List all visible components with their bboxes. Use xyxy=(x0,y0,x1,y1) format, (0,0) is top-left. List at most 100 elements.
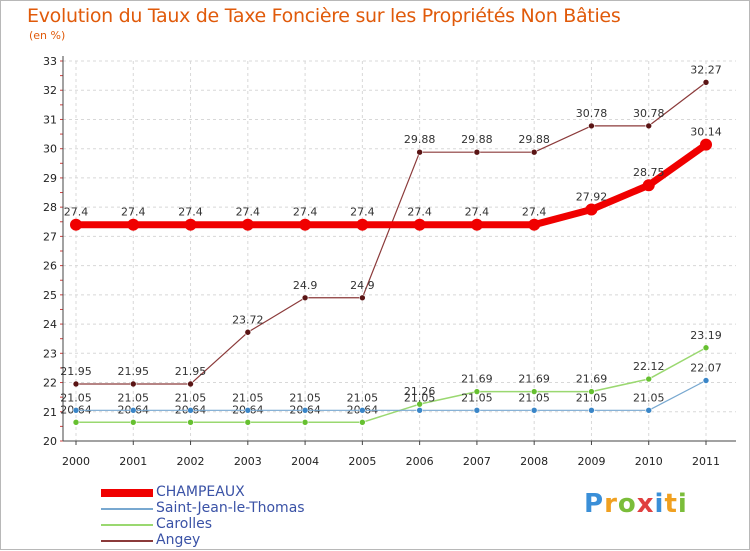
y-tick-label: 25 xyxy=(43,289,57,302)
data-point xyxy=(72,407,80,414)
data-label: 27.4 xyxy=(350,206,375,219)
x-tick-label: 2001 xyxy=(119,455,147,468)
y-tick-label: 20 xyxy=(43,435,57,448)
data-label: 29.88 xyxy=(518,133,550,146)
data-point xyxy=(588,388,595,395)
data-point xyxy=(359,294,366,302)
data-point xyxy=(129,407,137,414)
x-tick-label: 2000 xyxy=(62,455,90,468)
data-label: 21.95 xyxy=(175,365,207,378)
data-label: 22.12 xyxy=(633,360,665,373)
data-point xyxy=(129,418,137,426)
y-tick-label: 26 xyxy=(43,260,57,273)
logo-letter: t xyxy=(664,489,678,519)
data-point xyxy=(530,388,538,395)
legend-swatch xyxy=(101,508,153,510)
x-tick-label: 2011 xyxy=(692,455,720,468)
data-point xyxy=(299,218,312,231)
data-label: 30.78 xyxy=(633,107,665,120)
data-label: 21.05 xyxy=(347,391,379,404)
y-tick-label: 22 xyxy=(43,377,57,390)
x-tick-label: 2005 xyxy=(348,455,376,468)
data-label: 27.4 xyxy=(522,206,547,219)
y-tick-label: 31 xyxy=(43,113,57,126)
data-label: 29.88 xyxy=(461,133,493,146)
x-tick-label: 2009 xyxy=(577,455,605,468)
data-point xyxy=(184,218,197,231)
data-point xyxy=(588,407,595,414)
data-point xyxy=(241,218,254,231)
data-label: 27.4 xyxy=(236,206,261,219)
legend-swatch xyxy=(101,489,153,497)
logo-letter: i xyxy=(677,489,688,519)
data-point xyxy=(301,418,309,426)
data-point xyxy=(702,79,710,86)
data-label: 27.4 xyxy=(293,206,318,219)
x-tick-label: 2010 xyxy=(635,455,663,468)
data-point xyxy=(244,407,252,414)
data-point xyxy=(72,418,80,426)
data-point xyxy=(72,380,80,388)
logo-letter: o xyxy=(617,489,637,519)
data-point xyxy=(301,407,309,414)
data-label: 21.05 xyxy=(175,391,207,404)
series-line-angey xyxy=(75,81,707,385)
data-point xyxy=(588,122,595,130)
data-point xyxy=(244,418,252,426)
data-point xyxy=(645,407,653,414)
data-point xyxy=(702,377,710,384)
data-point xyxy=(187,407,194,414)
legend-label: Saint-Jean-le-Thomas xyxy=(156,500,305,516)
data-point xyxy=(702,344,710,352)
data-point xyxy=(244,328,252,336)
data-point xyxy=(473,388,481,395)
data-label: 21.05 xyxy=(232,391,264,404)
data-point xyxy=(416,407,423,414)
data-label: 21.95 xyxy=(60,365,92,378)
data-label: 21.95 xyxy=(118,365,150,378)
logo-letter: x xyxy=(636,489,655,519)
legend-label: CHAMPEAUX xyxy=(156,484,245,500)
logo-letter: P xyxy=(584,489,605,519)
data-label: 21.05 xyxy=(633,391,665,404)
proxiti-logo: Proxiti xyxy=(584,489,688,519)
data-label: 21.26 xyxy=(404,385,436,398)
data-label: 21.69 xyxy=(576,373,608,386)
data-label: 29.88 xyxy=(404,133,436,146)
data-label: 21.05 xyxy=(576,391,608,404)
legend-swatch xyxy=(101,524,153,526)
data-label: 21.69 xyxy=(518,373,550,386)
data-label: 23.72 xyxy=(232,313,264,326)
data-label: 32.27 xyxy=(690,63,722,76)
data-point xyxy=(530,407,538,414)
chart-title: Evolution du Taux de Taxe Foncière sur l… xyxy=(27,5,621,27)
data-label: 27.4 xyxy=(121,206,146,219)
data-point xyxy=(70,218,82,231)
data-point xyxy=(359,407,366,414)
data-label: 27.4 xyxy=(64,206,89,219)
logo-letter: r xyxy=(604,489,618,519)
data-label: 27.4 xyxy=(407,206,432,219)
data-point xyxy=(473,407,481,414)
y-tick-label: 29 xyxy=(43,172,57,185)
logo-letter: i xyxy=(654,489,665,519)
legend-swatch xyxy=(101,540,153,542)
x-tick-label: 2006 xyxy=(406,455,434,468)
data-label: 24.9 xyxy=(293,279,318,292)
data-label: 21.05 xyxy=(289,391,321,404)
y-tick-label: 27 xyxy=(43,230,57,243)
y-tick-label: 33 xyxy=(43,55,57,68)
data-point xyxy=(127,218,140,231)
series-line-carolles xyxy=(75,347,707,424)
data-point xyxy=(416,148,423,156)
legend-label: Carolles xyxy=(156,516,213,532)
legend-label: Angey xyxy=(156,532,201,548)
data-point xyxy=(413,218,426,231)
data-label: 27.4 xyxy=(178,206,203,219)
y-tick-label: 32 xyxy=(43,84,57,97)
data-label: 27.4 xyxy=(465,206,490,219)
data-point xyxy=(470,218,483,231)
data-point xyxy=(301,294,309,302)
data-point xyxy=(700,138,712,151)
